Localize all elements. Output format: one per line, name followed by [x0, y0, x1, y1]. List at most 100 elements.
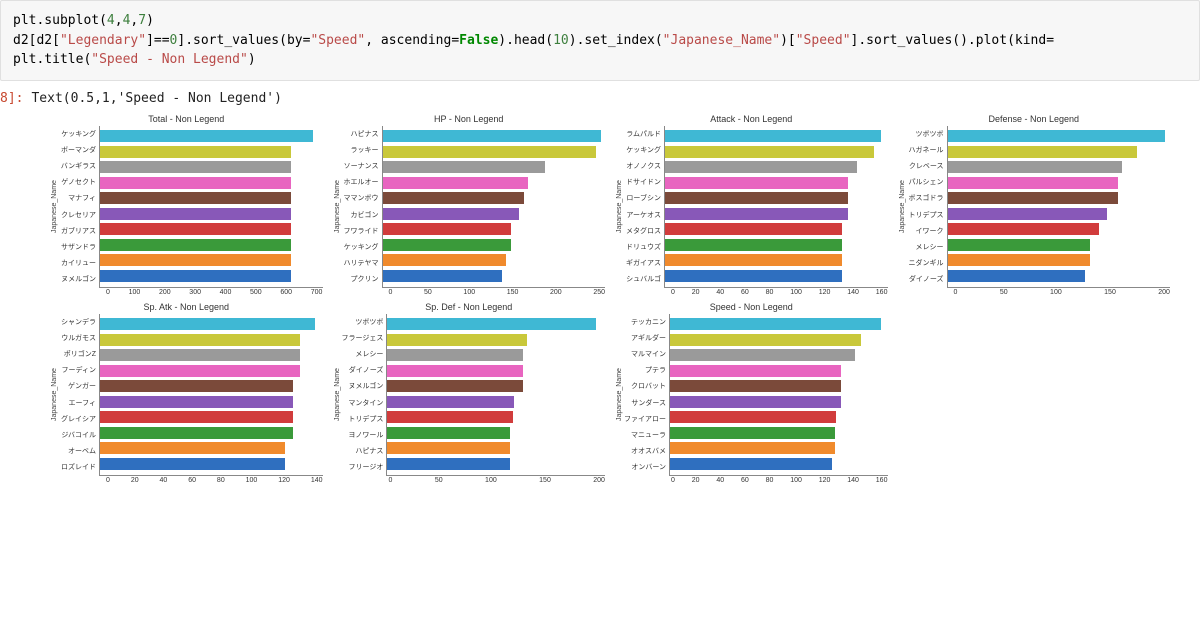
bar [670, 318, 881, 330]
bar [948, 208, 1107, 220]
bar [100, 161, 291, 173]
bar [383, 239, 511, 251]
bar [100, 254, 291, 266]
chart-title: Defense - Non Legend [898, 114, 1171, 126]
bar [948, 177, 1118, 189]
bars-area [947, 126, 1171, 288]
y-axis-label: Japanese_Name [50, 314, 59, 476]
bar [665, 254, 842, 266]
bar [948, 130, 1166, 142]
bar [387, 334, 527, 346]
bar [670, 334, 861, 346]
code-line-1: plt.subplot(4,4,7) [13, 11, 1187, 31]
y-axis-label: Japanese_Name [615, 126, 624, 288]
y-axis-label: Japanese_Name [333, 126, 342, 288]
bars-area [669, 314, 888, 476]
bar [665, 177, 848, 189]
bar [670, 396, 841, 408]
chart-title: Speed - Non Legend [615, 302, 888, 314]
bar [383, 254, 506, 266]
bar [665, 146, 874, 158]
bar [383, 146, 597, 158]
bar [948, 161, 1122, 173]
bar [383, 208, 520, 220]
x-axis-ticks: 0100200300400500600700 [50, 288, 323, 296]
bars-area [99, 314, 323, 476]
bar [387, 365, 523, 377]
bar [387, 442, 509, 454]
bar [387, 458, 509, 470]
chart-title: Sp. Atk - Non Legend [50, 302, 323, 314]
chart-panel: Sp. Atk - Non LegendJapanese_Nameシャンデラウル… [50, 302, 323, 484]
y-tick-labels: ラムパルドケッキングオノノクスドサイドンローブシンアーケオスメタグロスドリュウズ… [624, 126, 664, 288]
charts-area: Total - Non LegendJapanese_Nameケッキングボーマン… [0, 112, 1200, 484]
bar [670, 442, 835, 454]
bar [948, 223, 1099, 235]
bar [665, 223, 842, 235]
bar [100, 334, 300, 346]
y-tick-labels: ツボツボハガネールクレベースパルシェンボスゴドラトリデプスイワークメレシーニダン… [907, 126, 947, 288]
bar [665, 192, 848, 204]
x-axis-ticks: 020406080100120140160 [615, 288, 888, 296]
bar [387, 427, 509, 439]
bar [100, 146, 291, 158]
bar [948, 192, 1118, 204]
bar [100, 239, 291, 251]
bars-area [382, 126, 606, 288]
bar [948, 239, 1090, 251]
bar [665, 208, 848, 220]
bar [100, 365, 300, 377]
bar [383, 223, 511, 235]
bar [100, 208, 291, 220]
bar [100, 223, 291, 235]
bar [670, 411, 836, 423]
output-row: 8]: Text(0.5,1,'Speed - Non Legend') [0, 89, 1200, 106]
bar [665, 270, 842, 282]
bar [387, 396, 514, 408]
bar [665, 239, 842, 251]
x-axis-ticks: 050100150200 [333, 476, 606, 484]
chart-panel: Defense - Non LegendJapanese_Nameツボツボハガネ… [898, 114, 1171, 296]
bar [387, 380, 523, 392]
code-line-2: d2[d2["Legendary"]==0].sort_values(by="S… [13, 31, 1187, 51]
bar [100, 130, 313, 142]
bar [100, 442, 285, 454]
y-tick-labels: シャンデラウルガモスポリゴンZフーディンゲンガーエーフィグレイシアジバコイルオー… [59, 314, 99, 476]
chart-title: HP - Non Legend [333, 114, 606, 126]
y-axis-label: Japanese_Name [333, 314, 342, 476]
chart-panel: Attack - Non LegendJapanese_Nameラムパルドケッキ… [615, 114, 888, 296]
bar [383, 192, 524, 204]
y-tick-labels: テッカニンアギルダーマルマインプテラクロバットサンダースファイアローマニューラオ… [624, 314, 669, 476]
bar [948, 146, 1137, 158]
bar [670, 458, 832, 470]
chart-grid: Total - Non LegendJapanese_Nameケッキングボーマン… [50, 114, 1170, 484]
bar [100, 177, 291, 189]
bar [670, 349, 855, 361]
bars-area [664, 126, 888, 288]
code-cell[interactable]: plt.subplot(4,4,7) d2[d2["Legendary"]==0… [0, 0, 1200, 81]
chart-panel: Sp. Def - Non LegendJapanese_Nameツボツボフラー… [333, 302, 606, 484]
bar [100, 349, 300, 361]
bar [665, 130, 881, 142]
chart-panel: Total - Non LegendJapanese_Nameケッキングボーマン… [50, 114, 323, 296]
bar [100, 270, 291, 282]
y-tick-labels: ケッキングボーマンダバンギラスゲノセクトマナフィクレセリアガブリアスサザンドラカ… [59, 126, 99, 288]
bar [670, 427, 835, 439]
output-text: Text(0.5,1,'Speed - Non Legend') [31, 89, 281, 106]
bar [100, 380, 293, 392]
y-axis-label: Japanese_Name [615, 314, 624, 476]
bar [100, 427, 293, 439]
x-axis-ticks: 020406080100120140 [50, 476, 323, 484]
bar [383, 270, 503, 282]
bar [670, 380, 841, 392]
y-axis-label: Japanese_Name [898, 126, 907, 288]
bar [670, 365, 841, 377]
y-axis-label: Japanese_Name [50, 126, 59, 288]
output-prompt: 8]: [0, 89, 31, 106]
bars-area [99, 126, 323, 288]
chart-panel: HP - Non LegendJapanese_Nameハピナスラッキーソーナン… [333, 114, 606, 296]
y-tick-labels: ハピナスラッキーソーナンスホエルオーママンボウカビゴンフワライドケッキングハリテ… [342, 126, 382, 288]
x-axis-ticks: 050100150200 [898, 288, 1171, 296]
chart-title: Attack - Non Legend [615, 114, 888, 126]
bar [100, 396, 293, 408]
